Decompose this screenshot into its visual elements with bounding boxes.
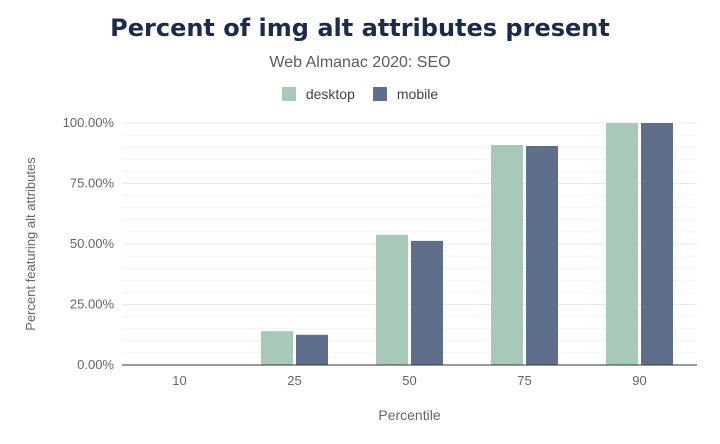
bar-desktop-90	[606, 123, 638, 365]
legend-label-desktop: desktop	[305, 86, 355, 102]
legend-label-mobile: mobile	[396, 86, 439, 102]
y-tick-label: 25.00%	[70, 297, 115, 312]
x-tick-label: 50	[402, 373, 416, 388]
bar-desktop-50	[376, 234, 408, 365]
legend-item-mobile[interactable]: mobile	[372, 86, 439, 102]
legend-swatch-mobile	[372, 87, 387, 101]
x-axis-title: Percentile	[378, 407, 440, 423]
bar-mobile-25	[296, 334, 328, 365]
y-tick-label: 100.00%	[63, 115, 115, 130]
y-axis-title: Percent featuring alt attributes	[23, 157, 38, 331]
y-tick-label: 50.00%	[70, 236, 115, 251]
bar-mobile-75	[526, 145, 558, 365]
legend-swatch-desktop	[281, 87, 296, 101]
x-tick-label: 25	[287, 373, 301, 388]
x-tick-label: 90	[632, 373, 646, 388]
legend: desktop mobile	[0, 85, 720, 103]
bar-mobile-90	[641, 123, 673, 365]
y-tick-label: 0.00%	[77, 357, 114, 372]
bar-desktop-25	[261, 331, 293, 365]
y-tick-label: 75.00%	[70, 176, 115, 191]
bar-desktop-75	[491, 145, 523, 365]
chart-title: Percent of img alt attributes present	[110, 14, 610, 42]
chart-subtitle: Web Almanac 2020: SEO	[269, 54, 451, 71]
legend-item-desktop[interactable]: desktop	[281, 86, 355, 102]
x-tick-label: 75	[517, 373, 531, 388]
bar-mobile-50	[411, 240, 443, 365]
x-tick-label: 10	[172, 373, 186, 388]
